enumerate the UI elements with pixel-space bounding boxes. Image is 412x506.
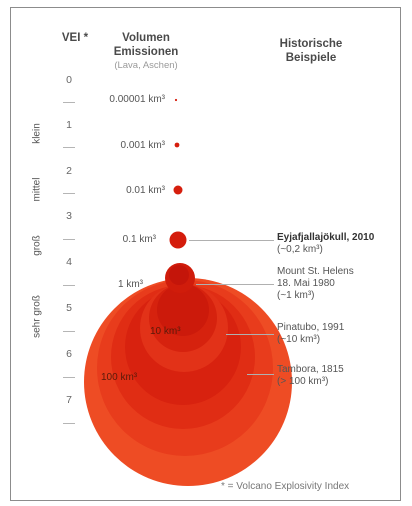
pinatubo-bubble-band [157,284,209,336]
example-pinatubo: Pinatubo, 1991 (~10 km³) [277,322,344,346]
vei-dash [63,285,75,286]
volume-dot-0.00001 [174,98,178,102]
examples-header-line2: Beispiele [285,52,337,64]
vei-dash [63,423,75,424]
leader-line-st-helens [196,284,274,285]
example-st-helens-value: (~1 km³) [277,290,315,301]
vei-level-0: 0 [66,74,72,86]
footnote: * = Volcano Explosivity Index [221,481,350,492]
example-tambora-name: Tambora, 1815 [277,364,344,375]
examples-header-line1: Historische [279,38,343,50]
volume-label-0.01: 0.01 km³ [126,185,165,196]
volume-label-100: 100 km³ [101,372,138,383]
example-st-helens-date: 18. Mai 1980 [277,278,335,289]
vei-dash [63,239,75,240]
example-pinatubo-name: Pinatubo, 1991 [277,322,345,333]
leader-line-eyjafjallajokull [189,240,274,241]
vei-level-4: 4 [66,256,72,268]
vei-dash [63,193,75,194]
eyjafjallajokull-bubble [169,231,187,249]
eruption-bubbles [84,98,292,486]
vei-dash [63,377,75,378]
diagram-frame: VEI * Volumen Emissionen (Lava, Aschen) … [10,7,401,501]
volume-header-line2: Emissionen [113,46,179,58]
vei-dash [63,147,75,148]
volume-header-line1: Volumen [122,32,170,44]
volume-dot-0.001 [174,142,180,148]
vei-header: VEI * [61,32,89,44]
vei-level-1: 1 [66,119,72,131]
volume-label-0.00001: 0.00001 km³ [109,94,165,105]
example-st-helens: Mount St. Helens 18. Mai 1980 (~1 km³) [277,266,354,302]
example-tambora-value: (> 100 km³) [277,376,329,387]
example-eyjafjallajokull-value: (~0,2 km³) [277,244,323,255]
leader-line-pinatubo [226,334,274,335]
vei-dash [63,331,75,332]
volume-label-0.001: 0.001 km³ [120,140,165,151]
volume-label-10: 10 km³ [150,326,181,337]
vei-level-5: 5 [66,302,72,314]
vei-level-7: 7 [66,394,72,406]
example-eyjafjallajokull: Eyjafjallajökull, 2010 (~0,2 km³) [277,232,374,256]
example-tambora: Tambora, 1815 (> 100 km³) [277,364,344,388]
vei-level-6: 6 [66,348,72,360]
example-pinatubo-value: (~10 km³) [277,334,321,345]
volume-label-1: 1 km³ [118,279,143,290]
example-eyjafjallajokull-title: Eyjafjallajökull, 2010 [277,232,375,243]
vei-dash [63,102,75,103]
example-st-helens-name: Mount St. Helens [277,266,354,277]
st-helens-bubble-band [169,265,189,285]
vei-level-3: 3 [66,210,72,222]
vei-level-2: 2 [66,165,72,177]
leader-line-tambora [247,374,274,375]
volume-label-0.1: 0.1 km³ [122,234,156,245]
volume-dot-0.01 [173,185,183,195]
volume-header-sub: (Lava, Aschen) [114,60,178,71]
